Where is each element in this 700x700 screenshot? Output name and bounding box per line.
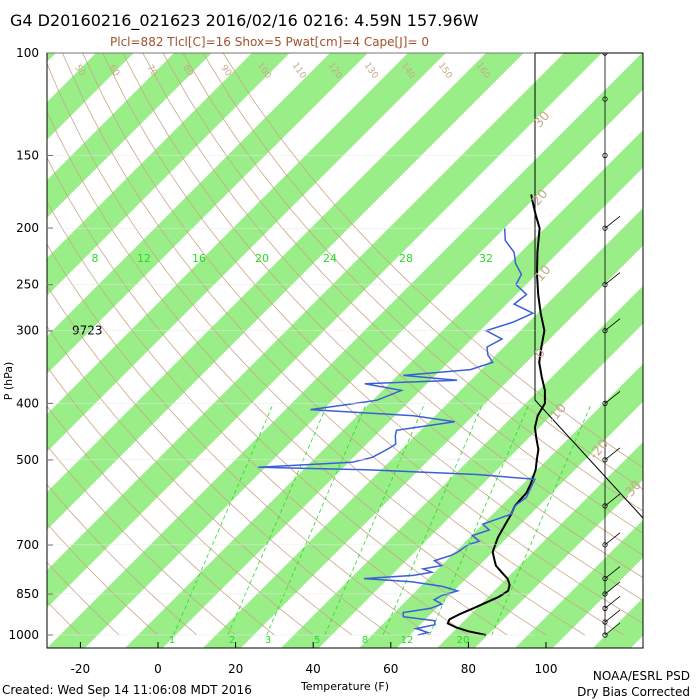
- mixing-ratio-label: 28: [399, 252, 413, 265]
- green-bands: [0, 0, 700, 648]
- green-band: [515, 520, 643, 648]
- x-tick-label: -20: [71, 662, 91, 676]
- x-tick-label: 40: [306, 662, 321, 676]
- green-band: [203, 208, 643, 648]
- credit-line-2: Dry Bias Corrected: [577, 685, 690, 699]
- mixing-ratio-lines: [173, 403, 592, 636]
- wind-barb-station: [602, 542, 608, 548]
- green-band: [281, 286, 643, 648]
- wind-area-border: [534, 53, 643, 648]
- wind-barb-station: [602, 605, 608, 611]
- green-band: [125, 130, 643, 648]
- sounding-traces: [258, 194, 546, 636]
- y-tick-label: 850: [16, 587, 39, 601]
- mixing-ratio-line: [173, 403, 274, 636]
- mixing-ratio-label-lower: 8: [362, 635, 368, 646]
- green-band: [47, 53, 368, 374]
- y-tick-label: 500: [16, 453, 39, 467]
- dry-adiabat-line: [0, 53, 3, 635]
- mixing-ratio-label-lower: 3: [265, 635, 271, 646]
- mixing-ratio-label-lower: 20: [457, 635, 470, 646]
- wind-barb-station: [602, 591, 608, 597]
- wind-barb-station: [602, 328, 608, 334]
- wind-barb: [604, 566, 621, 579]
- mixing-ratio-line: [429, 403, 530, 636]
- y-tick-label: 700: [16, 538, 39, 552]
- green-band: [47, 53, 134, 140]
- mixing-ratio-line: [266, 403, 367, 636]
- mixing-ratio-label: 24: [323, 252, 337, 265]
- dewpoint-trace: [258, 228, 537, 636]
- temperature-trace: [446, 194, 546, 636]
- chart-title: G4 D20160216_021623 2016/02/16 0216: 4.5…: [10, 11, 479, 31]
- y-axis-label: P (hPa): [2, 362, 15, 401]
- mixing-ratio-label: 8: [92, 252, 99, 265]
- mixing-ratio-label-lower: 2: [229, 635, 235, 646]
- wind-barb: [604, 596, 621, 609]
- green-band: [47, 53, 524, 530]
- wind-barb-station: [602, 632, 608, 638]
- mixing-ratio-line: [324, 403, 426, 636]
- wind-barb-area: [534, 53, 643, 648]
- wind-barb: [604, 622, 621, 636]
- green-band: [47, 53, 290, 296]
- mixing-ratio-line: [227, 403, 329, 636]
- mixing-ratio-label: 32: [479, 252, 493, 265]
- wind-barb: [604, 493, 621, 507]
- x-axis-label: Temperature (F): [300, 680, 389, 693]
- x-tick-label: 100: [535, 662, 558, 676]
- mixing-ratio-line: [382, 403, 484, 636]
- green-band: [47, 53, 212, 218]
- mixing-ratio-line: [491, 403, 592, 636]
- wind-barb-station: [602, 619, 608, 625]
- wind-barb-station: [602, 457, 608, 463]
- chart-axes: 100 150 200 250 300 400 500 700 850 1000 -20 0 20 40 6…: [8, 46, 644, 676]
- wind-barb: [604, 391, 621, 404]
- y-tick-label: 400: [16, 396, 39, 410]
- green-band: [593, 598, 643, 648]
- wind-barb-station: [602, 503, 608, 509]
- green-band: [0, 0, 5, 648]
- mixing-ratio-label: 12: [137, 252, 151, 265]
- wind-barb-station: [602, 96, 608, 102]
- y-tick-label: 100: [16, 46, 39, 60]
- x-tick-label: 80: [461, 662, 476, 676]
- wind-barb: [604, 609, 621, 623]
- x-tick-label: 60: [383, 662, 398, 676]
- mixing-ratio-label-lower: 1: [169, 635, 175, 646]
- x-tick-label: 20: [228, 662, 243, 676]
- mixing-ratio-label: 16: [192, 252, 206, 265]
- wind-barb: [604, 272, 621, 285]
- wind-barb: [604, 215, 621, 229]
- wind-barb-station: [602, 53, 608, 56]
- credit-line-1: NOAA/ESRL PSD: [593, 669, 690, 683]
- y-tick-label: 300: [16, 324, 39, 338]
- x-tick-label: 0: [154, 662, 162, 676]
- created-timestamp: Created: Wed Sep 14 11:06:08 MDT 2016: [2, 683, 252, 697]
- green-band: [671, 0, 700, 648]
- wind-barb: [604, 532, 621, 546]
- theta-label: 150: [436, 61, 454, 81]
- green-band: [47, 53, 56, 62]
- wind-barb-station: [602, 225, 608, 231]
- wind-barb: [604, 581, 621, 595]
- wind-barb: [604, 447, 621, 461]
- wind-barb-station: [602, 575, 608, 582]
- green-band: [47, 53, 602, 608]
- y-tick-label: 1000: [8, 628, 39, 642]
- y-tick-label: 250: [16, 278, 39, 292]
- chart-subtitle: Plcl=882 Tlcl[C]=16 Shox=5 Pwat[cm]=4 Ca…: [110, 35, 429, 49]
- wind-barb-station: [602, 400, 608, 406]
- wind-barb-station: [602, 282, 608, 288]
- mixing-ratio-label: 20: [255, 252, 269, 265]
- mixing-ratio-label-lower: 5: [314, 635, 320, 646]
- theta-label: 130: [362, 61, 380, 81]
- green-band: [47, 53, 446, 452]
- mixing-ratio-label-lower: 12: [401, 635, 414, 646]
- y-tick-label: 150: [16, 148, 39, 162]
- wind-barb-station: [602, 152, 608, 159]
- y-tick-label: 200: [16, 221, 39, 235]
- wind-barb: [604, 318, 621, 331]
